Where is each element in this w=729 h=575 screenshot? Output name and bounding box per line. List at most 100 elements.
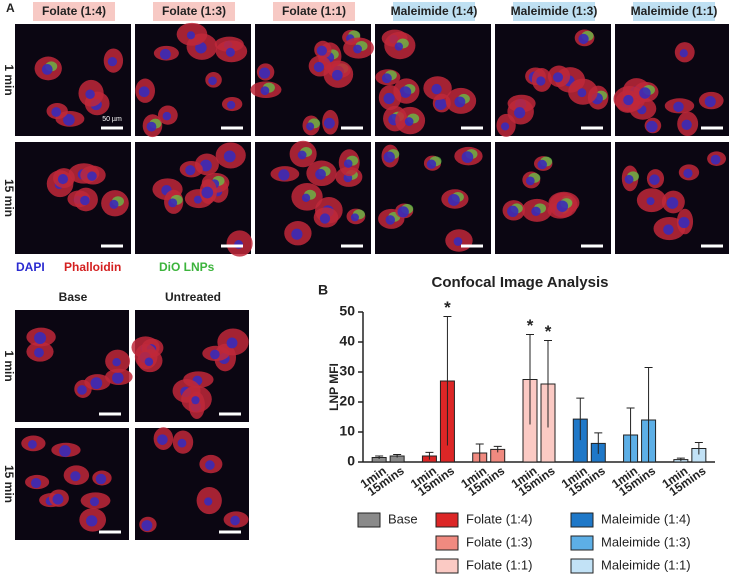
micrograph bbox=[15, 310, 133, 422]
micrograph bbox=[375, 24, 491, 136]
nucleus bbox=[306, 122, 315, 131]
nucleus bbox=[225, 47, 235, 57]
column-header-bg bbox=[273, 2, 355, 21]
panel-label: B bbox=[318, 282, 328, 298]
nucleus bbox=[623, 94, 634, 106]
nucleus bbox=[87, 171, 97, 181]
nucleus bbox=[112, 372, 124, 384]
micrograph bbox=[15, 428, 129, 540]
column-header: Maleimide (1:1) bbox=[631, 4, 718, 18]
nucleus bbox=[531, 206, 541, 217]
nucleus bbox=[434, 98, 447, 111]
nucleus bbox=[297, 150, 307, 160]
nucleus bbox=[291, 228, 303, 240]
nucleus bbox=[57, 174, 69, 185]
legend-swatch bbox=[570, 535, 594, 551]
legend-swatch bbox=[570, 512, 594, 528]
nucleus bbox=[191, 396, 200, 405]
nucleus bbox=[323, 117, 335, 129]
y-tick-label: 40 bbox=[339, 333, 355, 349]
stain-label: DiO LNPs bbox=[159, 260, 215, 274]
nucleus bbox=[385, 215, 396, 225]
nucleus bbox=[681, 119, 692, 130]
micrograph bbox=[495, 24, 611, 137]
legend-label: Folate (1:4) bbox=[466, 511, 532, 526]
nucleus bbox=[353, 44, 362, 54]
nucleus bbox=[109, 199, 119, 209]
nucleus bbox=[646, 197, 655, 206]
legend-label: Maleimide (1:1) bbox=[601, 557, 691, 572]
legend-swatch bbox=[357, 512, 381, 528]
nucleus bbox=[223, 150, 236, 163]
column-header-bg bbox=[633, 2, 715, 21]
nucleus bbox=[201, 186, 214, 199]
micrograph bbox=[135, 427, 249, 540]
nucleus bbox=[77, 385, 87, 395]
column-header: Folate (1:3) bbox=[162, 4, 226, 18]
error-bar bbox=[375, 455, 384, 459]
nucleus bbox=[85, 89, 95, 99]
legend-label: Maleimide (1:3) bbox=[601, 534, 691, 549]
column-header: Untreated bbox=[165, 290, 221, 304]
nucleus bbox=[95, 473, 107, 485]
nucleus bbox=[453, 237, 463, 246]
error-bar bbox=[443, 316, 452, 446]
nucleus bbox=[204, 497, 213, 506]
column-header-bg bbox=[513, 2, 595, 21]
nucleus bbox=[426, 159, 437, 169]
nucleus bbox=[208, 76, 217, 86]
nucleus bbox=[381, 73, 392, 84]
micrograph bbox=[15, 142, 131, 254]
nucleus bbox=[552, 72, 564, 83]
nucleus bbox=[710, 154, 721, 165]
micrograph bbox=[255, 140, 371, 254]
nucleus bbox=[679, 49, 688, 58]
nucleus bbox=[315, 168, 326, 180]
nucleus bbox=[447, 194, 460, 206]
error-bar bbox=[626, 407, 635, 462]
column-header-bg bbox=[33, 2, 115, 21]
error-bar bbox=[425, 451, 434, 460]
nucleus bbox=[404, 117, 414, 126]
micrograph bbox=[135, 22, 251, 138]
nucleus bbox=[536, 76, 546, 86]
nucleus bbox=[301, 193, 311, 202]
column-header: Folate (1:4) bbox=[42, 4, 106, 18]
panel-label: A bbox=[6, 1, 15, 15]
y-tick-label: 0 bbox=[347, 453, 355, 469]
nucleus bbox=[350, 213, 359, 222]
nucleus bbox=[514, 107, 526, 119]
y-axis-label: LNP MFI bbox=[327, 363, 341, 411]
nucleus bbox=[278, 169, 290, 181]
nucleus bbox=[90, 377, 103, 390]
chart-title: Confocal Image Analysis bbox=[432, 274, 609, 291]
y-tick-label: 50 bbox=[339, 303, 355, 319]
nucleus bbox=[678, 216, 690, 229]
error-bar bbox=[594, 432, 603, 454]
nucleus bbox=[146, 121, 157, 132]
nucleus bbox=[63, 114, 75, 126]
significance: * bbox=[545, 322, 552, 341]
nucleus bbox=[193, 195, 202, 204]
nucleus bbox=[226, 100, 236, 110]
nucleus bbox=[34, 347, 44, 358]
micrograph bbox=[250, 24, 374, 136]
nucleus bbox=[577, 88, 587, 98]
legend-label: Folate (1:3) bbox=[466, 534, 532, 549]
nucleus bbox=[89, 497, 100, 507]
nucleus bbox=[673, 101, 684, 113]
legend-swatch bbox=[435, 558, 459, 574]
nucleus bbox=[556, 200, 569, 212]
nucleus bbox=[666, 197, 679, 209]
nucleus bbox=[319, 213, 331, 224]
error-bar bbox=[526, 334, 534, 425]
error-bar bbox=[544, 340, 552, 428]
nucleus bbox=[683, 168, 693, 178]
error-bar bbox=[576, 397, 585, 441]
nucleus bbox=[70, 471, 81, 482]
nucleus bbox=[578, 33, 589, 45]
nucleus bbox=[27, 439, 37, 449]
column-header-bg bbox=[393, 2, 475, 21]
nucleus bbox=[107, 56, 118, 67]
nucleus bbox=[138, 86, 150, 98]
